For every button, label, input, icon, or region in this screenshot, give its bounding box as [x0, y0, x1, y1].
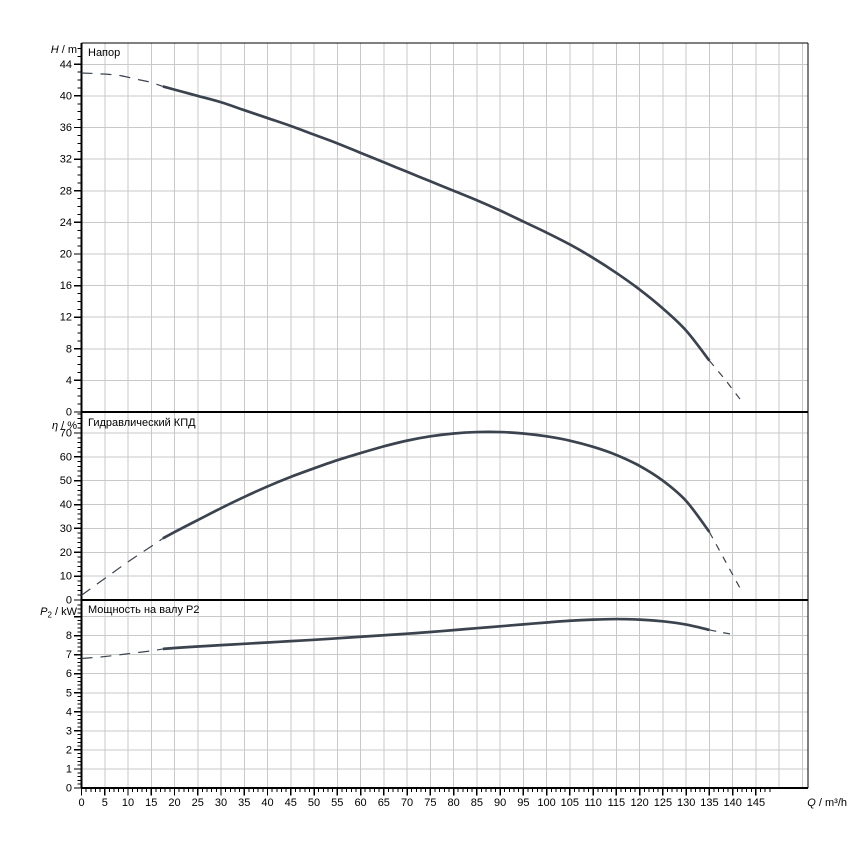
- y-axis-label-head: H / m: [51, 44, 77, 56]
- x-tick-label: 20: [168, 797, 180, 809]
- y-tick-label: 6: [66, 668, 72, 680]
- y-tick-label: 20: [60, 248, 72, 260]
- x-tick-label: 90: [494, 797, 506, 809]
- x-tick-label: 60: [354, 797, 366, 809]
- power-curve-dashed-lead: [81, 648, 163, 660]
- y-tick-label: 12: [60, 312, 72, 324]
- x-tick-label: 35: [238, 797, 250, 809]
- x-tick-label: 5: [102, 797, 108, 809]
- head-curve-solid: [162, 85, 711, 362]
- y-tick-label: 70: [60, 427, 72, 439]
- panel-title-efficiency: Гидравлический КПД: [88, 417, 196, 429]
- x-axis-symbol: Q: [807, 797, 816, 809]
- x-tick-label: 15: [145, 797, 157, 809]
- y-axis-symbol-head: H: [51, 44, 59, 56]
- x-tick-label: 105: [561, 797, 579, 809]
- x-tick-label: 30: [215, 797, 227, 809]
- y-tick-label: 60: [60, 451, 72, 463]
- x-tick-label: 50: [308, 797, 320, 809]
- y-tick-label: 10: [60, 571, 72, 583]
- efficiency-curve-solid: [162, 430, 711, 540]
- y-tick-label: 4: [66, 375, 72, 387]
- x-tick-label: 45: [285, 797, 297, 809]
- x-tick-label: 80: [447, 797, 459, 809]
- head-curve-dashed-lead: [81, 72, 164, 88]
- y-tick-label: 7: [66, 649, 72, 661]
- x-tick-label: 85: [471, 797, 483, 809]
- x-tick-label: 0: [78, 797, 84, 809]
- x-tick-label: 130: [677, 797, 695, 809]
- x-axis-unit: / m³/h: [816, 797, 847, 809]
- x-tick-label: 110: [584, 797, 602, 809]
- power-curve-dashed-tail: [709, 629, 736, 636]
- y-tick-label: 36: [60, 122, 72, 134]
- y-tick-label: 8: [66, 630, 72, 642]
- y-tick-label: 50: [60, 475, 72, 487]
- y-axis-unit-power: / kW: [52, 606, 78, 618]
- x-axis-label: Q / m³/h: [807, 797, 847, 809]
- y-tick-label: 0: [66, 595, 72, 607]
- y-axis-unit-head: / m: [59, 44, 77, 56]
- y-tick-label: 30: [60, 523, 72, 535]
- y-tick-label: 1: [66, 763, 72, 775]
- y-tick-label: 4: [66, 706, 72, 718]
- y-tick-label: 0: [66, 783, 72, 795]
- y-tick-label: 40: [60, 499, 72, 511]
- efficiency-curve-dashed-lead: [81, 537, 164, 596]
- power-curve-solid: [162, 617, 710, 651]
- y-tick-label: 8: [66, 343, 72, 355]
- y-axis-label-efficiency: η / %: [52, 420, 77, 432]
- x-tick-label: 120: [630, 797, 648, 809]
- axes-layer: [74, 42, 809, 796]
- y-tick-label: 40: [60, 90, 72, 102]
- y-tick-label: 2: [66, 744, 72, 756]
- panel-title-power: Мощность на валу P2: [88, 604, 200, 616]
- panel-title-head: Напор: [88, 47, 120, 59]
- x-tick-label: 125: [654, 797, 672, 809]
- efficiency-curve-dashed-tail: [708, 531, 743, 592]
- grid-layer: [81, 43, 808, 788]
- x-tick-label: 135: [700, 797, 718, 809]
- y-tick-label: 24: [60, 217, 72, 229]
- y-axis-symbol-efficiency: η: [52, 420, 58, 432]
- x-tick-label: 145: [747, 797, 765, 809]
- x-tick-label: 95: [517, 797, 529, 809]
- x-tick-label: 70: [401, 797, 413, 809]
- y-tick-label: 3: [66, 725, 72, 737]
- y-axis-symbol-power: P: [40, 606, 48, 618]
- tick-labels-layer: 0481216202428323640440102030405060700123…: [60, 59, 765, 809]
- x-tick-label: 55: [331, 797, 343, 809]
- y-axis-unit-efficiency: / %: [58, 420, 77, 432]
- head-curve-dashed-tail: [708, 360, 743, 403]
- x-tick-label: 10: [122, 797, 134, 809]
- y-tick-label: 0: [66, 407, 72, 419]
- y-tick-label: 32: [60, 154, 72, 166]
- x-tick-label: 115: [608, 797, 626, 809]
- x-tick-label: 100: [537, 797, 555, 809]
- y-axis-label-power: P2 / kW: [40, 606, 77, 620]
- y-tick-label: 44: [60, 59, 72, 71]
- y-axis-subscript-power: 2: [47, 611, 52, 620]
- y-tick-label: 16: [60, 280, 72, 292]
- y-tick-label: 5: [66, 687, 72, 699]
- x-tick-label: 140: [723, 797, 741, 809]
- x-tick-label: 75: [424, 797, 436, 809]
- x-tick-label: 25: [192, 797, 204, 809]
- y-tick-label: 20: [60, 547, 72, 559]
- x-tick-label: 65: [378, 797, 390, 809]
- curves-layer: [81, 72, 743, 660]
- y-tick-label: 28: [60, 185, 72, 197]
- x-tick-label: 40: [261, 797, 273, 809]
